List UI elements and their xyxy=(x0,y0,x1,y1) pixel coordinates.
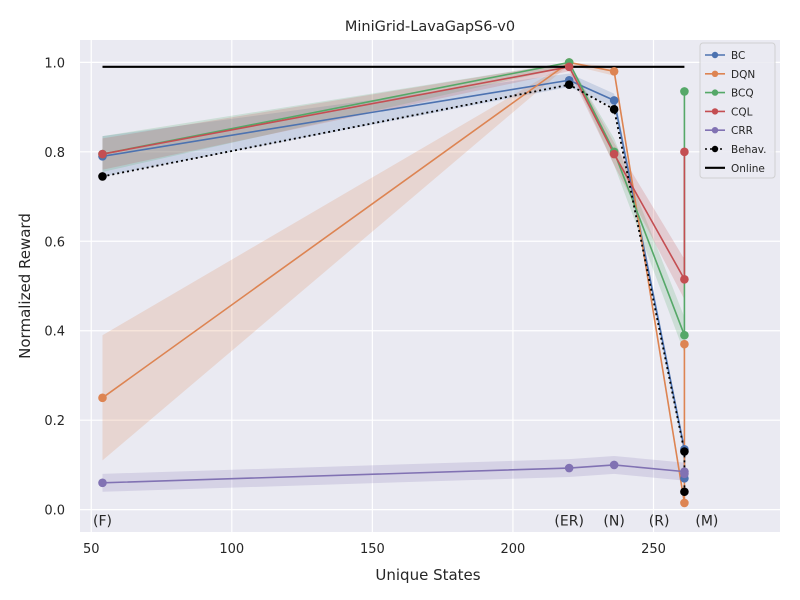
y-axis-label: Normalized Reward xyxy=(16,213,34,359)
data-point-cql xyxy=(564,62,574,72)
y-tick-label: 1.0 xyxy=(44,56,65,71)
data-point-crr xyxy=(564,463,574,473)
legend-marker xyxy=(711,127,719,134)
data-point-bc xyxy=(609,96,619,105)
plot-background xyxy=(80,40,780,532)
y-tick-label: 0.6 xyxy=(44,235,65,250)
gridlines xyxy=(80,40,780,532)
annotations: (F) (ER) (N) (R) (M) xyxy=(93,514,718,530)
band-bcq xyxy=(102,62,685,354)
legend-marker xyxy=(711,89,719,96)
annotation-label: (ER) xyxy=(554,514,584,530)
legend-label: BCQ xyxy=(731,88,754,100)
data-point-behav xyxy=(564,80,574,90)
data-point-crr xyxy=(609,460,619,470)
x-tick-label: 50 xyxy=(83,542,100,557)
data-point-dqn xyxy=(680,339,689,349)
data-point-behav xyxy=(98,172,107,181)
y-tick-label: 0.4 xyxy=(44,325,65,340)
legend-label: CRR xyxy=(731,125,753,137)
x-tick-label: 150 xyxy=(360,542,385,557)
band-dqn xyxy=(102,62,685,508)
data-point-behav xyxy=(680,447,689,456)
data-point-crr xyxy=(680,469,689,479)
x-tick-label: 200 xyxy=(501,542,526,557)
legend-marker xyxy=(711,145,719,153)
data-point-behav xyxy=(680,487,689,497)
annotation-label: (M) xyxy=(695,514,718,530)
legend-marker xyxy=(711,51,719,59)
legend-marker xyxy=(711,70,719,78)
series-markers xyxy=(98,58,689,508)
data-point-dqn xyxy=(680,498,689,508)
band-cql xyxy=(102,62,685,300)
legend-marker xyxy=(711,108,719,115)
y-tick-labels: 0.0 0.2 0.4 0.6 0.8 1.0 xyxy=(44,56,65,518)
x-tick-label: 250 xyxy=(641,542,666,557)
annotation-label: (F) xyxy=(93,514,112,530)
legend-label: CQL xyxy=(731,106,753,118)
data-point-crr xyxy=(98,478,107,488)
data-point-bcq xyxy=(680,87,689,96)
legend-box xyxy=(699,42,776,179)
legend-label: DQN xyxy=(731,69,755,81)
y-tick-label: 0.8 xyxy=(44,146,65,161)
data-point-cql xyxy=(98,149,107,159)
x-axis-label: Unique States xyxy=(375,566,480,584)
legend-label: BC xyxy=(731,50,745,62)
legend: BC DQN BCQ CQL CRR Behav. Online xyxy=(699,42,776,179)
data-point-cql xyxy=(680,274,689,284)
x-tick-labels: 50 100 150 200 250 xyxy=(83,542,666,557)
data-point-cql xyxy=(609,149,619,159)
data-point-cql xyxy=(680,147,689,157)
legend-label: Behav. xyxy=(731,144,767,156)
data-point-dqn xyxy=(609,67,619,76)
data-point-bcq xyxy=(680,330,689,340)
y-tick-label: 0.2 xyxy=(44,414,65,429)
x-tick-label: 100 xyxy=(219,542,244,557)
data-point-behav xyxy=(609,105,619,114)
y-tick-label: 0.0 xyxy=(44,504,65,519)
annotation-label: (N) xyxy=(603,514,624,530)
legend-label: Online xyxy=(731,163,765,175)
annotation-label: (R) xyxy=(649,514,670,530)
chart-title: MiniGrid-LavaGapS6-v0 xyxy=(345,19,515,35)
data-point-dqn xyxy=(98,393,107,403)
